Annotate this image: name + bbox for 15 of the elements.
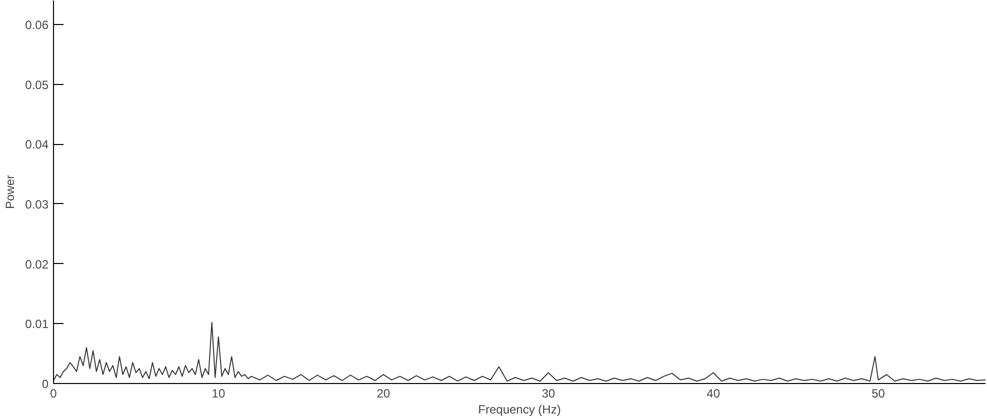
x-tick-label: 20 (376, 386, 390, 400)
y-tick-label: 0 (42, 377, 49, 391)
x-tick-label: 50 (872, 386, 886, 400)
y-tick-label: 0.06 (25, 18, 49, 32)
y-tick-label: 0.05 (25, 78, 49, 92)
x-tick-label: 40 (706, 386, 720, 400)
y-tick-label: 0.03 (25, 197, 49, 212)
x-tick-label: 30 (542, 386, 556, 400)
y-tick-label: 0.04 (25, 138, 49, 152)
y-axis-title: Power (3, 174, 18, 210)
y-tick-label: 0.02 (25, 257, 49, 272)
x-axis-title: Frequency (Hz) (478, 402, 561, 416)
x-tick-label: 10 (212, 386, 226, 400)
y-tick-label: 0.01 (25, 317, 49, 332)
x-tick-label: 0 (50, 386, 58, 400)
